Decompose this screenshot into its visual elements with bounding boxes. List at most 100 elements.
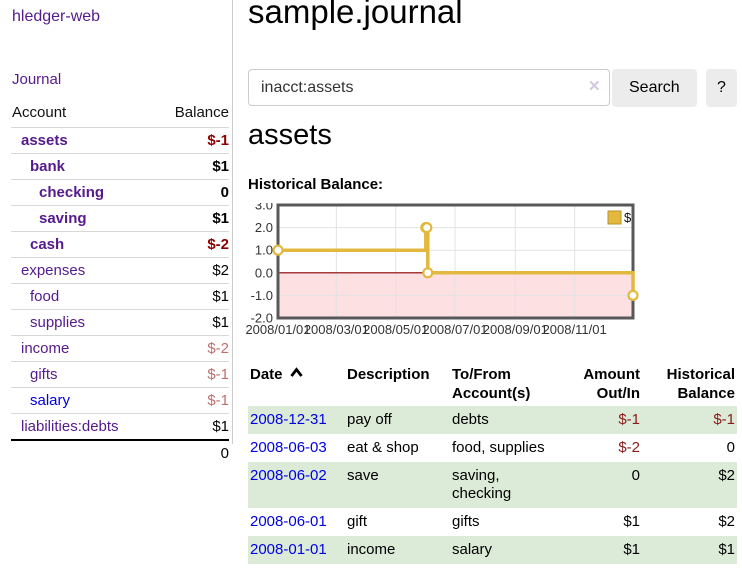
account-link[interactable]: bank xyxy=(30,158,66,175)
account-row: cash $-2 xyxy=(11,231,229,258)
account-balance: $-2 xyxy=(155,231,229,258)
account-row: gifts $-1 xyxy=(11,361,229,388)
main-content: sample.journal ✕ Search ? assets Histori… xyxy=(245,0,737,582)
date-link[interactable]: 2008-06-02 xyxy=(250,467,327,484)
help-button[interactable]: ? xyxy=(706,69,737,107)
register-description-cell: pay off xyxy=(347,411,392,428)
search-bar: ✕ Search ? xyxy=(248,69,737,107)
register-accounts-cell: saving, checking xyxy=(452,467,512,502)
accounts-total-balance: 0 xyxy=(155,439,229,466)
account-link[interactable]: cash xyxy=(30,236,65,253)
account-balance: $2 xyxy=(155,257,229,284)
account-row: checking 0 xyxy=(11,179,229,206)
register-header-row: Date Description To/From Account(s) Amou… xyxy=(248,362,737,406)
svg-text:-1.0: -1.0 xyxy=(251,288,273,303)
accounts-table: Account Balance assets $-1 bank $1 checking 0… xyxy=(11,101,229,466)
svg-text:3.0: 3.0 xyxy=(255,203,273,213)
account-link[interactable]: gifts xyxy=(30,366,58,383)
account-balance: $-1 xyxy=(155,387,229,414)
svg-text:0.0: 0.0 xyxy=(255,265,273,280)
account-balance: $-2 xyxy=(155,335,229,362)
date-link[interactable]: 2008-01-01 xyxy=(250,541,327,558)
sidebar: hledger-web Journal Account Balance asse… xyxy=(0,0,233,466)
sort-ascending-icon xyxy=(289,367,303,377)
account-row: income $-2 xyxy=(11,335,229,362)
register-table: Date Description To/From Account(s) Amou… xyxy=(248,362,737,564)
account-balance: $1 xyxy=(155,309,229,336)
app-title-link[interactable]: hledger-web xyxy=(12,8,101,25)
account-link[interactable]: salary xyxy=(30,392,71,409)
register-row: 2008-06-01 gift gifts $1 $2 xyxy=(248,508,737,536)
svg-text:2.0: 2.0 xyxy=(255,220,273,235)
accounts-table-body: assets $-1 bank $1 checking 0 saving $1 cash $-2 e… xyxy=(11,127,229,440)
register-balance-cell: $2 xyxy=(718,513,735,530)
register-table-body: 2008-12-31 pay off debts $-1 $-1 2008-06-03 ea… xyxy=(248,406,737,564)
svg-text:-2.0: -2.0 xyxy=(251,311,273,326)
register-accounts-cell: food, supplies xyxy=(452,439,545,456)
date-link[interactable]: 2008-06-01 xyxy=(250,513,327,530)
register-description-cell: eat & shop xyxy=(347,439,419,456)
account-link[interactable]: checking xyxy=(39,184,105,201)
account-balance: $1 xyxy=(155,283,229,310)
account-balance: $-1 xyxy=(155,361,229,388)
chart-label: Historical Balance: xyxy=(248,176,384,193)
date-link[interactable]: 2008-12-31 xyxy=(250,411,327,428)
register-row: 2008-06-03 eat & shop food, supplies $-2 0 xyxy=(248,434,737,462)
accounts-total-spacer xyxy=(11,439,156,466)
amount-column-header: Amount Out/In xyxy=(583,366,640,402)
register-row: 2008-06-02 save saving, checking 0 $2 xyxy=(248,462,737,508)
account-row: bank $1 xyxy=(11,153,229,180)
account-link[interactable]: income xyxy=(21,340,70,357)
accounts-column-header: To/From Account(s) xyxy=(452,366,531,402)
register-balance-cell: 0 xyxy=(726,439,735,456)
register-amount-cell: $1 xyxy=(623,513,640,530)
account-balance: 0 xyxy=(155,179,229,206)
account-link[interactable]: assets xyxy=(21,132,68,149)
balance-column-header: Balance xyxy=(174,104,229,121)
account-link[interactable]: liabilities:debts xyxy=(21,418,119,435)
clear-search-icon[interactable]: ✕ xyxy=(588,78,601,95)
account-balance: $1 xyxy=(155,413,229,440)
account-row: saving $1 xyxy=(11,205,229,232)
register-description-cell: save xyxy=(347,467,379,484)
account-link[interactable]: supplies xyxy=(30,314,86,331)
account-link[interactable]: food xyxy=(30,288,60,305)
register-balance-cell: $2 xyxy=(718,467,735,484)
register-description-cell: gift xyxy=(347,513,368,530)
date-link[interactable]: 2008-06-03 xyxy=(250,439,327,456)
account-row: liabilities:debts $1 xyxy=(11,413,229,440)
accounts-total-row: 0 xyxy=(11,439,229,466)
date-column-label: Date xyxy=(250,366,283,383)
date-column-header[interactable]: Date xyxy=(248,362,345,406)
svg-text:2008/05/01: 2008/05/01 xyxy=(363,322,428,337)
register-accounts-cell: salary xyxy=(452,541,493,558)
account-row: food $1 xyxy=(11,283,229,310)
register-row: 2008-12-31 pay off debts $-1 $-1 xyxy=(248,406,737,434)
register-description-cell: income xyxy=(347,541,396,558)
balance-column-header-register: Historical Balance xyxy=(666,366,735,402)
search-input[interactable] xyxy=(248,69,610,106)
description-column-header: Description xyxy=(347,366,430,383)
svg-text:2008/03/01: 2008/03/01 xyxy=(304,322,369,337)
account-balance: $-1 xyxy=(155,127,229,154)
search-button[interactable]: Search xyxy=(612,69,697,107)
svg-text:$: $ xyxy=(624,210,632,225)
svg-text:2008/11/01: 2008/11/01 xyxy=(543,322,607,337)
svg-text:2008/09/01: 2008/09/01 xyxy=(483,322,548,337)
account-row: assets $-1 xyxy=(11,127,229,154)
register-amount-cell: 0 xyxy=(631,467,640,484)
account-link[interactable]: expenses xyxy=(21,262,86,279)
register-row: 2008-01-01 income salary $1 $1 xyxy=(248,536,737,564)
page-title: sample.journal xyxy=(248,0,463,30)
account-row: supplies $1 xyxy=(11,309,229,336)
account-heading: assets xyxy=(248,119,332,151)
sidebar-item-journal[interactable]: Journal xyxy=(12,71,62,88)
register-balance-cell: $-1 xyxy=(713,411,735,428)
svg-text:2008/01/01: 2008/01/01 xyxy=(245,322,310,337)
register-amount-cell: $-1 xyxy=(618,411,640,428)
register-amount-cell: $1 xyxy=(623,541,640,558)
account-link[interactable]: saving xyxy=(39,210,87,227)
register-accounts-cell: gifts xyxy=(452,513,480,530)
account-balance: $1 xyxy=(155,153,229,180)
account-row: salary $-1 xyxy=(11,387,229,414)
